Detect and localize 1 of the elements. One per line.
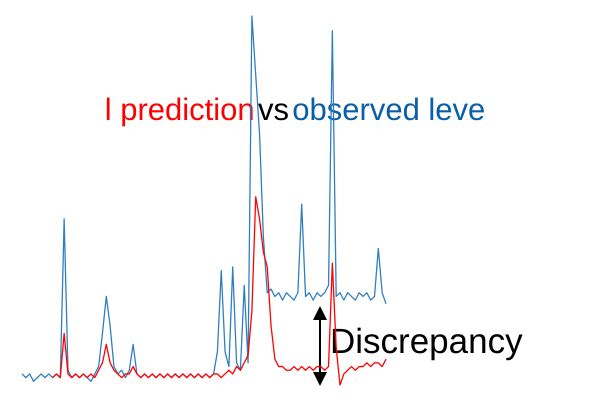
annotation: vs: [258, 92, 289, 127]
